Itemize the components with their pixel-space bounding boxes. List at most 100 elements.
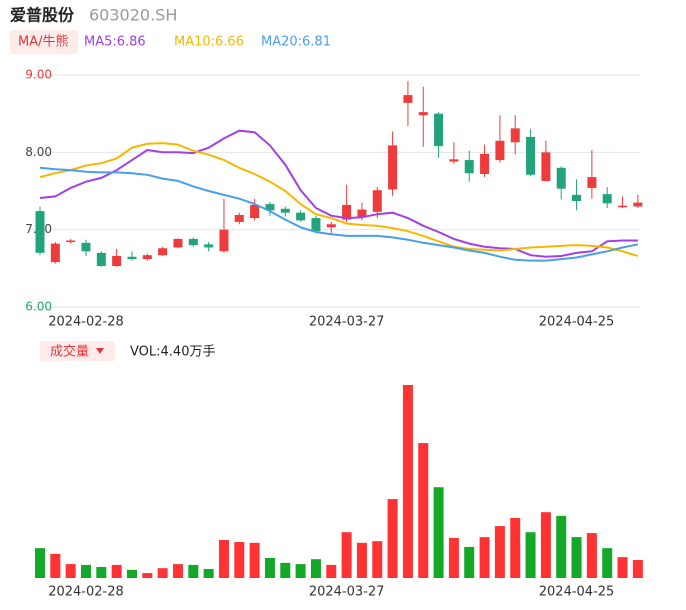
volume-value: VOL:4.40万手 [130, 345, 215, 360]
candle-body [326, 224, 336, 228]
volume-bar [402, 385, 413, 578]
candle-body [464, 160, 474, 174]
volume-bar [525, 532, 536, 578]
volume-bar [142, 573, 153, 578]
candle-body [234, 214, 244, 222]
candle-body [204, 244, 214, 248]
volume-bar [479, 537, 490, 578]
candle-body [357, 209, 367, 218]
volume-bar [540, 512, 551, 578]
candle-body [434, 113, 444, 147]
volume-bar [50, 553, 61, 578]
candle-body [449, 159, 459, 162]
candle-body [296, 212, 306, 221]
dropdown-arrow[interactable] [96, 348, 104, 354]
volume-bar [418, 443, 429, 578]
ma-toggle-bg[interactable] [10, 30, 78, 54]
volume-bar [35, 548, 45, 578]
candle-body [572, 194, 582, 202]
volume-bar [586, 533, 597, 578]
candle-body [618, 205, 628, 208]
candle-body [158, 248, 168, 256]
volume-bar [126, 569, 137, 578]
x-tick-label: 2024-04-25 [539, 585, 615, 600]
volume-bar [433, 487, 444, 578]
candle-body [219, 229, 229, 252]
x-tick-label: 2024-04-25 [539, 315, 615, 330]
candle-body [188, 238, 198, 246]
volume-bar [172, 564, 183, 578]
stock-code: 603020.SH [89, 6, 177, 25]
volume-bar [356, 542, 367, 578]
candle-body [556, 167, 566, 189]
candle-body [311, 218, 321, 232]
volume-bar [280, 562, 291, 578]
volume-bar [157, 568, 168, 578]
legend-ma20: MA20:6.81 [261, 35, 331, 50]
volume-bar [111, 564, 122, 578]
ma-toggle[interactable]: MA/牛熊 [18, 34, 69, 50]
candle-body [81, 242, 91, 252]
volume-bar [510, 517, 521, 578]
candle-body [541, 152, 551, 181]
candle-body [480, 153, 490, 174]
candle-body [250, 204, 260, 219]
candle-body [173, 238, 183, 248]
ma-line [39, 142, 639, 257]
volume-toggle[interactable]: 成交量 [50, 344, 89, 360]
candle-body [418, 112, 428, 116]
volume-bar [341, 532, 352, 578]
candle-body [372, 190, 382, 212]
volume-bar [65, 564, 76, 578]
ma-line [39, 129, 638, 258]
candle-body [280, 208, 290, 213]
candle-body [265, 204, 275, 211]
x-tick-label: 2024-03-27 [309, 315, 385, 330]
candle-body [127, 256, 137, 260]
volume-bar [96, 566, 107, 578]
volume-bar [234, 542, 245, 578]
legend-ma5: MA5:6.86 [84, 35, 146, 50]
volume-bar [556, 515, 567, 578]
x-tick-label: 2024-02-28 [48, 585, 124, 600]
volume-bar [249, 542, 260, 578]
volume-bar [295, 564, 306, 578]
candle-body [96, 252, 106, 267]
volume-bar [326, 564, 337, 578]
volume-bar [632, 560, 643, 578]
stock-name: 爱普股份 [10, 6, 75, 25]
x-tick-label: 2024-03-27 [309, 585, 385, 600]
y-tick-label: 8.00 [25, 145, 52, 159]
volume-bar [448, 537, 459, 578]
volume-bar [494, 526, 505, 578]
candle-body [35, 211, 45, 253]
volume-bar [602, 548, 613, 578]
candle-body [50, 243, 60, 263]
volume-bar [571, 537, 582, 578]
candle-body [388, 145, 398, 190]
volume-bar [372, 541, 383, 578]
legend-ma10: MA10:6.66 [174, 35, 244, 50]
candle-body [602, 194, 612, 204]
volume-bar [464, 546, 475, 578]
y-tick-label: 9.00 [25, 68, 52, 82]
candle-body [142, 255, 152, 260]
candle-body [66, 240, 76, 243]
volume-bar [218, 539, 229, 578]
volume-bar [264, 557, 275, 578]
candle-body [526, 136, 536, 175]
volume-bar [617, 557, 628, 578]
volume-bar [80, 564, 91, 578]
candle-body [510, 128, 520, 143]
volume-bar [387, 499, 398, 578]
volume-toggle-bg[interactable] [40, 341, 115, 361]
candle-body [403, 95, 413, 103]
x-tick-label: 2024-02-28 [48, 315, 124, 330]
candle-body [342, 204, 352, 220]
ma-line [39, 166, 639, 262]
candle-body [112, 255, 122, 267]
candle-body [495, 140, 505, 161]
volume-bar [188, 564, 199, 578]
y-tick-label: 6.00 [25, 300, 52, 314]
